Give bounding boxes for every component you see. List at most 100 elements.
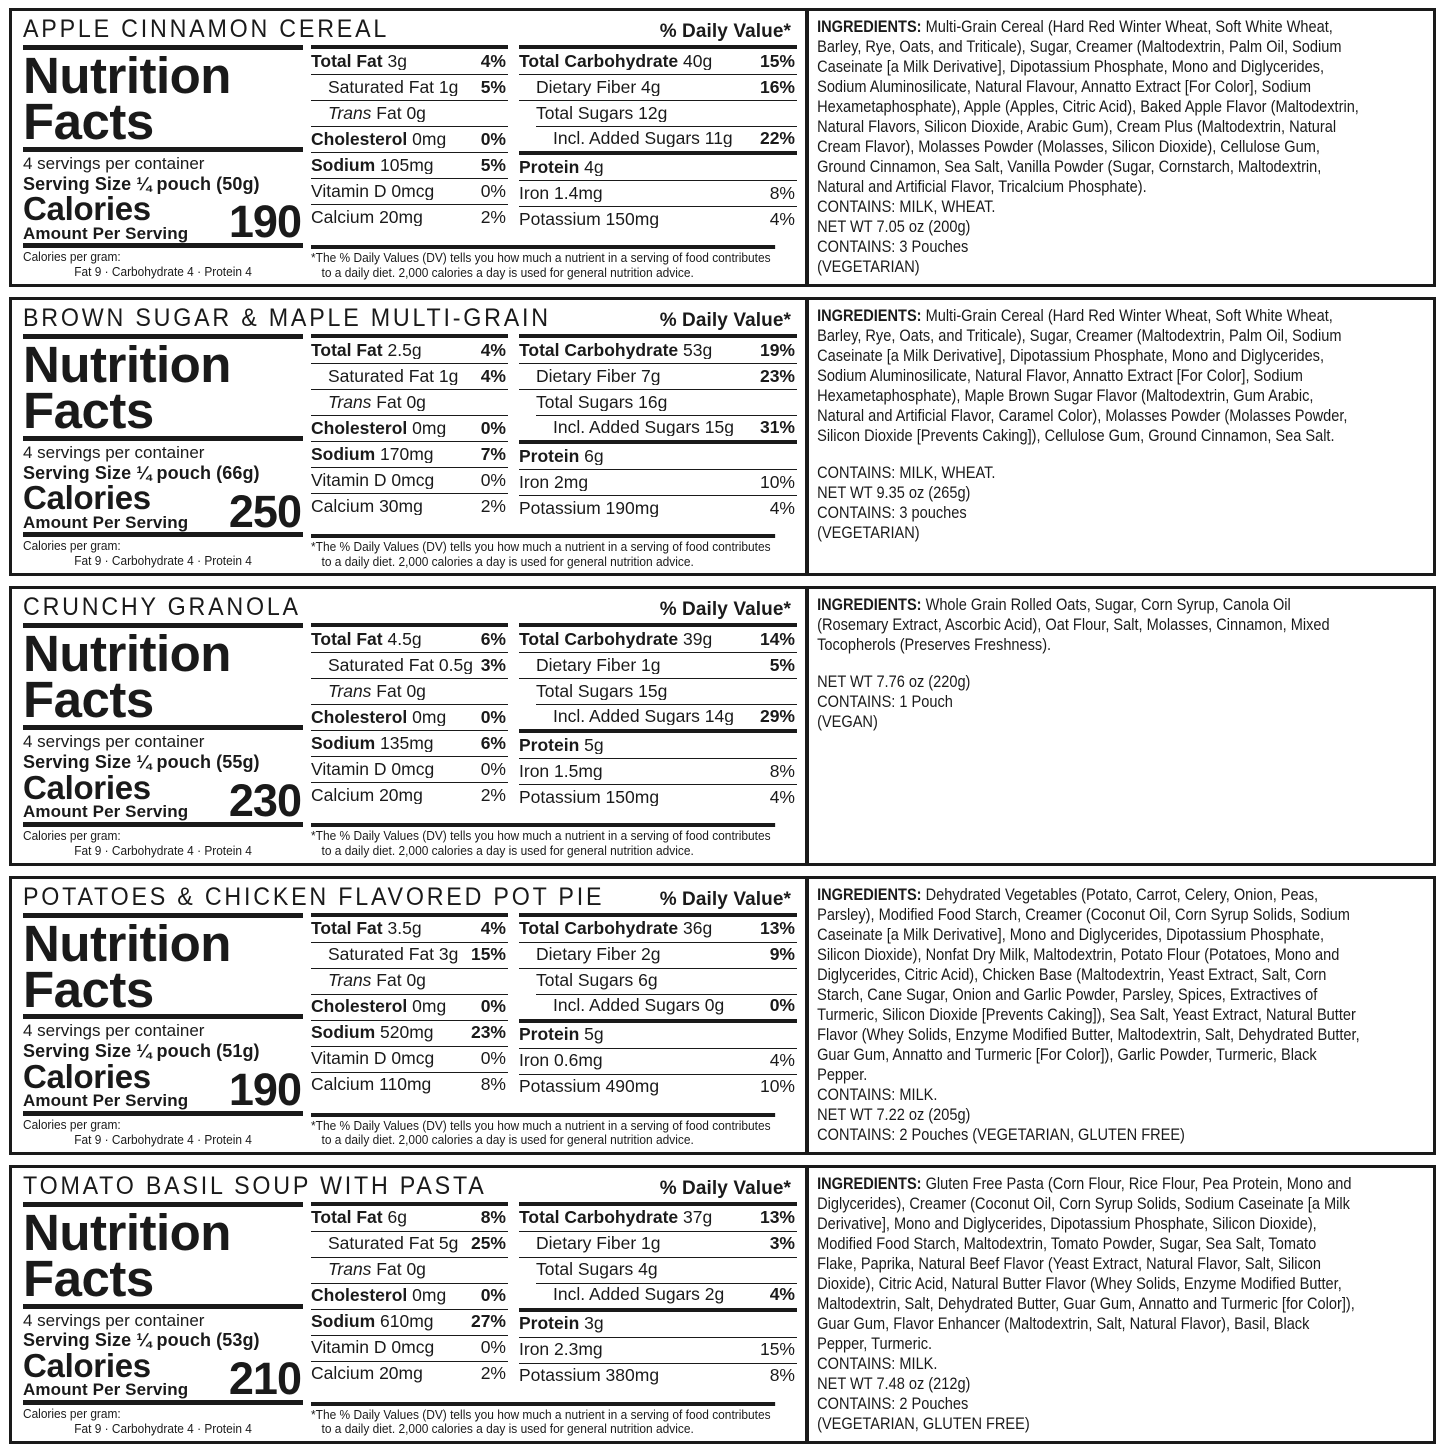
panel-header: TOMATO BASIL SOUP WITH PASTA % Daily Valu… [23,1172,797,1200]
footnote-line-1: *The % Daily Values (DV) tells you how m… [311,1407,771,1422]
calories-value: 210 [228,1353,302,1405]
row-potassium-dv: 4% [769,786,795,807]
nutrient-column-right: Total Carbohydrate 37g 13% Dietary Fiber 1… [519,1201,797,1402]
row-sodium-dv: 27% [470,1311,506,1332]
row-dietary-fiber-label: Dietary Fiber 1g [536,656,661,675]
row-dietary-fiber: Dietary Fiber 1g 5% [519,652,797,678]
servings-top-rule [23,146,303,152]
row-added-sugars-label: Incl. Added Sugars 14g [553,707,734,726]
summary-top-rule [23,623,303,629]
row-total-sugars-label: Total Sugars 15g [536,682,668,701]
row-calcium-label: Calcium 20mg [311,1365,423,1383]
row-total-carbohydrate-label: Total Carbohydrate 37g [519,1209,713,1227]
row-total-sugars: Total Sugars 15g [519,678,797,704]
serving-size: Serving Size ¼ pouch (66g) [23,462,260,483]
calories-bottom-rule [23,1110,303,1116]
diet-note: (VEGETARIAN) [817,258,920,276]
product-info-block: CONTAINS: MILK, WHEAT. NET WT 7.05 oz (20… [817,197,1360,277]
row-added-sugars: Incl. Added Sugars 14g 29% [519,704,797,729]
row-vitamin-d-label: Vitamin D 0mcg [311,760,435,779]
row-total-fat-label: Total Fat 2.5g [311,341,422,360]
calories-value: 230 [228,774,302,826]
row-sodium-label: Sodium 135mg [311,734,434,753]
heading-line-2: Facts [23,960,154,1018]
row-trans-fat: Trans Fat 0g [311,1256,508,1283]
nutrient-columns: Total Fat 3.5g 4% Saturated Fat 3g 15% Trans… [311,912,797,1148]
row-saturated-fat-dv: 3% [480,654,506,675]
product-title: CRUNCHY GRANOLA [23,593,301,622]
row-added-sugars-label: Incl. Added Sugars 0g [553,997,725,1015]
row-total-sugars: Total Sugars 6g [519,967,797,994]
footnote-line-2: to a daily diet. 2,000 calories a day is… [321,265,694,280]
row-cholesterol-label: Cholesterol 0mg [311,998,447,1016]
calories-value: 190 [228,1064,302,1116]
nutrition-facts-section: TOMATO BASIL SOUP WITH PASTA % Daily Valu… [12,1167,809,1442]
row-calcium: Calcium 20mg 2% [311,782,508,808]
daily-value-footnote: *The % Daily Values (DV) tells you how m… [311,1112,776,1148]
calories-per-gram: Calories per gram: Fat 9 · Carbohydrate 4… [23,1116,289,1148]
row-calcium: Calcium 20mg 2% [311,204,508,230]
row-total-carbohydrate-dv: 14% [759,628,795,649]
calories-per-gram: Calories per gram: Fat 9 · Carbohydrate 4… [23,537,289,569]
footnote-line-1: *The % Daily Values (DV) tells you how m… [311,829,771,844]
net-weight: NET WT 7.22 oz (205g) [817,1105,971,1124]
daily-value-header: % Daily Value* [659,21,791,42]
calories-per-gram-values: Fat 9 · Carbohydrate 4 · Protein 4 [74,1422,252,1437]
nutrition-panel: APPLE CINNAMON CEREAL % Daily Value* Nutri… [9,8,1436,288]
servings-per-container: 4 servings per container [23,1021,205,1041]
calories-labels: Calories Amount Per Serving [23,192,188,243]
row-saturated-fat-label: Saturated Fat 3g [328,946,459,964]
row-calcium: Calcium 30mg 2% [311,493,508,519]
row-sodium-dv: 6% [480,732,506,753]
row-cholesterol-dv: 0% [480,128,506,149]
row-total-fat: Total Fat 4.5g 6% [311,623,508,652]
row-protein-label: Protein 6g [519,447,604,466]
calories-labels: Calories Amount Per Serving [23,770,188,822]
contains-pouches: CONTAINS: 2 Pouches (VEGETARIAN, GLUTEN … [817,1125,1185,1144]
row-cholesterol: Cholesterol 0mg 0% [311,415,508,441]
calories-word: Calories [23,479,151,517]
row-potassium-label: Potassium 380mg [519,1367,660,1385]
nutrition-facts-summary: Nutrition Facts 4 servings per container Se… [23,912,311,1148]
contains-allergens: CONTAINS: MILK, WHEAT. [817,464,996,483]
row-dietary-fiber-dv: 23% [759,365,795,386]
heading-line-2: Facts [23,382,154,440]
ingredients-section: INGREDIENTS: Dehydrated Vegetables (Pota… [809,879,1371,1152]
row-calcium-label: Calcium 30mg [311,497,423,516]
row-vitamin-d-label: Vitamin D 0mcg [311,182,435,200]
daily-value-header: % Daily Value* [659,1177,791,1199]
calories-row: Calories Amount Per Serving 190 [23,1057,303,1116]
nutrient-column-left: Total Fat 6g 8% Saturated Fat 5g 25% Trans F… [311,1201,508,1402]
footnote-line-2: to a daily diet. 2,000 calories a day is… [321,1422,694,1437]
row-saturated-fat-label: Saturated Fat 1g [328,367,459,386]
row-saturated-fat: Saturated Fat 1g 5% [311,74,508,100]
net-weight: NET WT 7.05 oz (200g) [817,218,971,236]
nutrient-columns-inner: Total Fat 3.5g 4% Saturated Fat 3g 15% Trans… [311,912,797,1113]
contains-allergens: CONTAINS: MILK. [817,1085,938,1104]
serving-size: Serving Size ¼ pouch (53g) [23,1330,260,1351]
row-saturated-fat: Saturated Fat 0.5g 3% [311,652,508,678]
row-vitamin-d: Vitamin D 0mcg 0% [311,467,508,493]
row-vitamin-d: Vitamin D 0mcg 0% [311,756,508,782]
row-cholesterol-label: Cholesterol 0mg [311,1287,447,1305]
summary-top-rule [23,1201,303,1207]
row-cholesterol: Cholesterol 0mg 0% [311,1282,508,1309]
product-info-block: CONTAINS: MILK. NET WT 7.48 oz (212g) CONT… [817,1354,1360,1434]
calories-per-gram-values: Fat 9 · Carbohydrate 4 · Protein 4 [74,843,252,858]
calories-per-gram-values: Fat 9 · Carbohydrate 4 · Protein 4 [74,265,252,280]
calories-word: Calories [23,1057,151,1095]
nutrient-column-left: Total Fat 3.5g 4% Saturated Fat 3g 15% Trans… [311,912,508,1113]
footnote-line-2: to a daily diet. 2,000 calories a day is… [321,554,694,569]
product-title: BROWN SUGAR & MAPLE MULTI-GRAIN [23,304,551,333]
ingredients-section: INGREDIENTS: Whole Grain Rolled Oats, Su… [809,589,1371,862]
row-total-sugars-label: Total Sugars 12g [536,104,668,122]
row-sodium: Sodium 105mg 5% [311,152,508,178]
row-dietary-fiber-dv: 16% [759,76,795,97]
nutrition-facts-heading: Nutrition Facts [23,918,303,1015]
ingredients-text: INGREDIENTS: Gluten Free Pasta (Corn Flo… [817,1174,1355,1353]
row-calcium-dv: 2% [480,206,506,227]
row-potassium-dv: 10% [759,1076,795,1097]
row-calcium-dv: 2% [480,784,506,805]
row-dietary-fiber-label: Dietary Fiber 4g [536,78,661,96]
calories-row: Calories Amount Per Serving 250 [23,479,303,533]
